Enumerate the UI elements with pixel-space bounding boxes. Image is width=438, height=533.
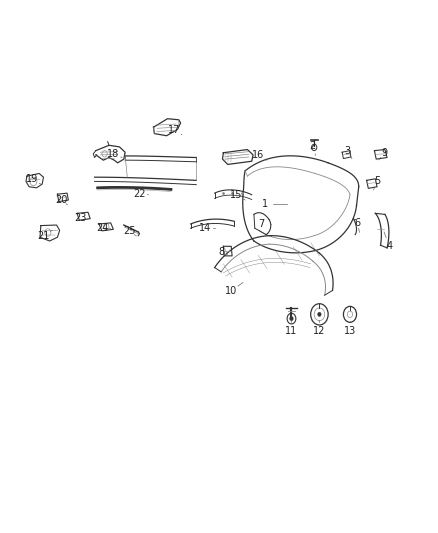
Text: 23: 23 [74,213,86,223]
Text: 1: 1 [262,199,268,209]
Text: 18: 18 [107,149,120,159]
Text: 6: 6 [355,218,361,228]
Text: 3: 3 [345,146,351,156]
Text: 19: 19 [26,174,38,184]
Text: 24: 24 [96,223,108,233]
Circle shape [318,312,321,317]
Text: 9: 9 [381,148,387,158]
Text: 12: 12 [313,326,325,336]
Text: 16: 16 [252,150,265,160]
Text: 20: 20 [55,195,67,205]
Text: 7: 7 [259,219,265,229]
Text: 22: 22 [133,189,146,199]
Text: 15: 15 [230,190,243,200]
Text: 21: 21 [37,231,49,241]
Text: 2: 2 [310,141,316,151]
Text: 5: 5 [374,176,380,187]
Text: 10: 10 [225,286,237,296]
Text: 11: 11 [285,326,297,336]
Text: 25: 25 [123,227,136,237]
Text: 8: 8 [218,247,224,256]
Text: 17: 17 [168,125,180,135]
Text: 4: 4 [386,241,392,251]
Text: 13: 13 [344,326,356,336]
Circle shape [290,317,293,321]
Text: 14: 14 [199,223,211,233]
